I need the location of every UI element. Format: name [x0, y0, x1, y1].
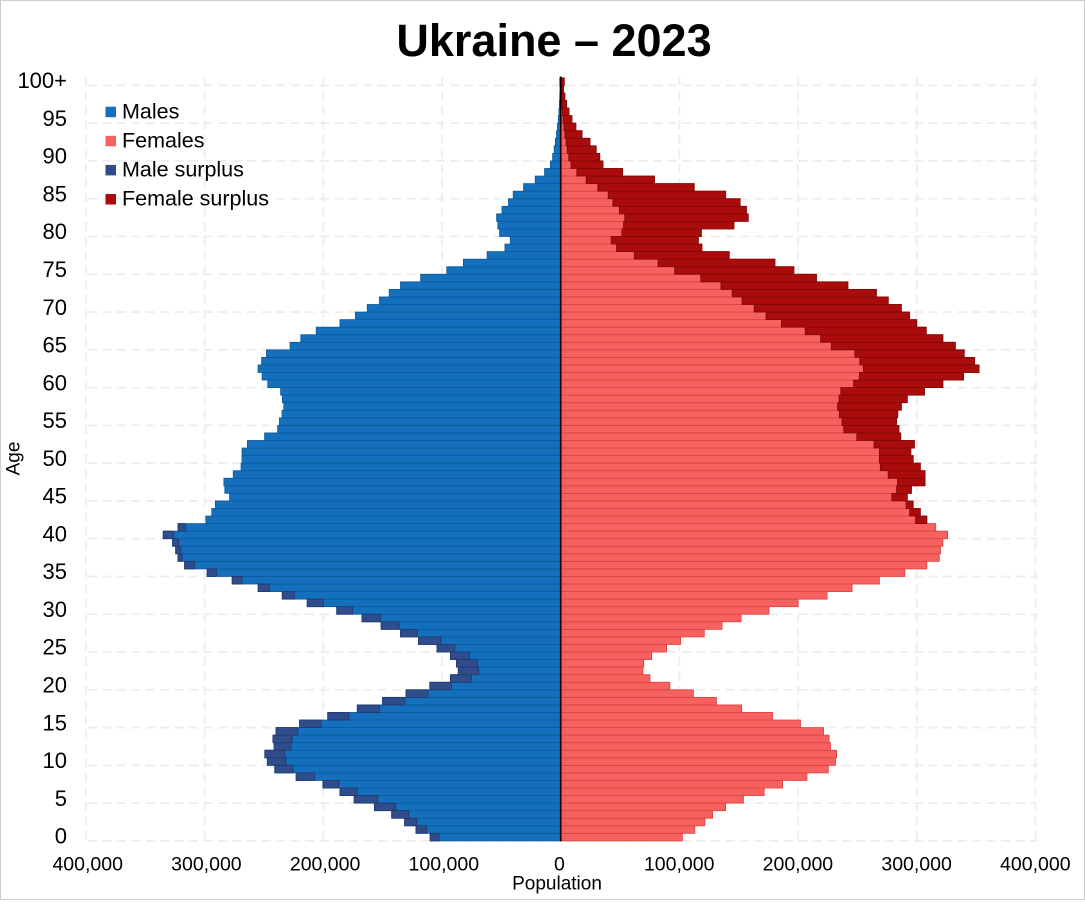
- svg-text:45: 45: [43, 484, 67, 509]
- svg-text:65: 65: [43, 333, 67, 358]
- svg-text:95: 95: [43, 106, 67, 131]
- svg-text:400,000: 400,000: [52, 854, 123, 876]
- svg-text:50: 50: [43, 446, 67, 471]
- svg-text:25: 25: [43, 635, 67, 660]
- svg-text:Age: Age: [4, 442, 25, 476]
- svg-text:Female surplus: Female surplus: [122, 187, 269, 211]
- svg-text:Females: Females: [122, 129, 204, 153]
- svg-text:400,000: 400,000: [1000, 854, 1071, 876]
- svg-text:75: 75: [43, 257, 67, 282]
- svg-text:100,000: 100,000: [644, 854, 715, 876]
- svg-text:30: 30: [43, 597, 67, 622]
- svg-text:90: 90: [43, 144, 67, 169]
- svg-text:85: 85: [43, 181, 67, 206]
- svg-text:70: 70: [43, 295, 67, 320]
- svg-text:Males: Males: [122, 99, 179, 123]
- svg-text:60: 60: [43, 370, 67, 395]
- svg-text:100+: 100+: [17, 68, 67, 93]
- svg-text:200,000: 200,000: [763, 854, 834, 876]
- svg-text:20: 20: [43, 673, 67, 698]
- svg-text:5: 5: [55, 786, 67, 811]
- svg-text:100,000: 100,000: [409, 854, 480, 876]
- svg-text:55: 55: [43, 408, 67, 433]
- svg-text:40: 40: [43, 521, 67, 546]
- svg-text:Ukraine – 2023: Ukraine – 2023: [396, 15, 711, 66]
- svg-text:200,000: 200,000: [290, 854, 361, 876]
- svg-text:300,000: 300,000: [171, 854, 242, 876]
- svg-text:0: 0: [554, 854, 565, 876]
- svg-text:Population: Population: [512, 874, 602, 895]
- svg-text:0: 0: [55, 824, 67, 849]
- svg-text:35: 35: [43, 559, 67, 584]
- svg-text:80: 80: [43, 219, 67, 244]
- svg-text:300,000: 300,000: [881, 854, 952, 876]
- svg-text:10: 10: [43, 748, 67, 773]
- svg-text:15: 15: [43, 710, 67, 735]
- svg-text:Male surplus: Male surplus: [122, 158, 244, 182]
